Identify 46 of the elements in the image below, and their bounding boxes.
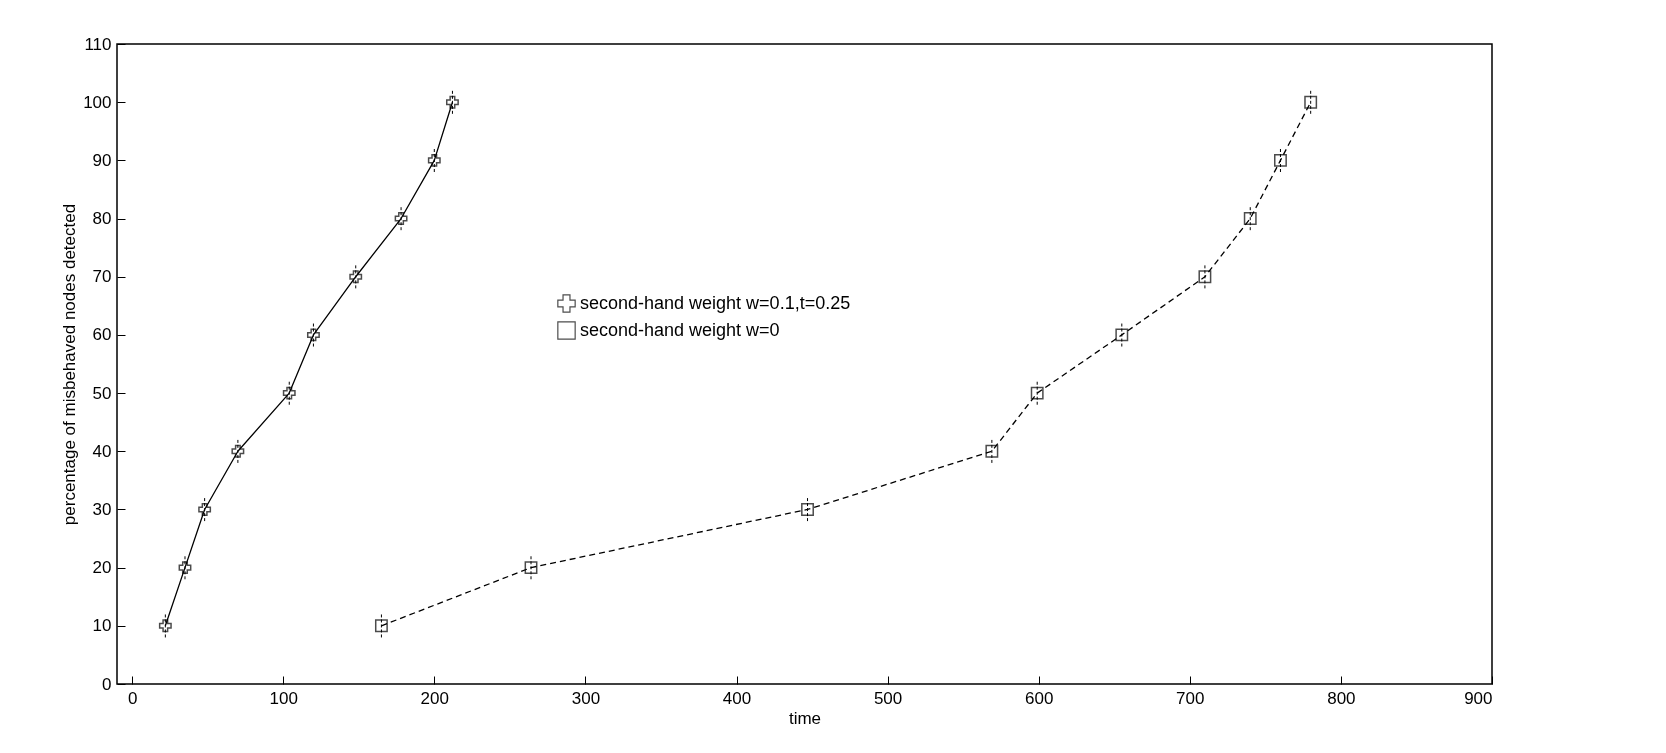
point xyxy=(445,95,459,109)
legend-label: second-hand weight w=0.1,t=0.25 xyxy=(580,292,851,313)
point xyxy=(427,153,441,167)
y-axis-title: percentage of misbehaved nodes detected xyxy=(60,203,80,526)
y-tick-label: 50 xyxy=(92,383,112,403)
point xyxy=(1198,270,1212,284)
point xyxy=(801,503,814,516)
x-tick-label: 200 xyxy=(420,688,449,708)
y-tick-label: 90 xyxy=(92,150,112,170)
x-tick-label: 500 xyxy=(873,688,903,708)
point xyxy=(1115,328,1129,342)
point xyxy=(1304,95,1318,109)
point xyxy=(394,212,408,225)
x-axis-title: time xyxy=(788,708,822,728)
y-tick-label: 10 xyxy=(92,616,112,636)
point xyxy=(524,561,538,575)
x-tick-label: 100 xyxy=(269,688,298,708)
x-tick-label: 700 xyxy=(1176,688,1205,708)
point xyxy=(306,328,320,342)
legend-label: second-hand weight w=0 xyxy=(580,319,780,340)
y-tick-label: 0 xyxy=(102,674,112,694)
y-tick-label: 30 xyxy=(92,499,112,519)
point xyxy=(349,270,363,284)
x-tick-label: 400 xyxy=(722,688,752,708)
point xyxy=(282,386,296,400)
point xyxy=(1274,153,1287,167)
y-tick-label: 40 xyxy=(92,441,112,461)
x-tick-label: 300 xyxy=(571,688,601,708)
point xyxy=(374,619,388,633)
y-tick-label: 80 xyxy=(92,209,112,229)
point xyxy=(178,561,192,575)
point xyxy=(158,619,172,633)
y-tick-label: 70 xyxy=(92,267,112,287)
y-tick-label: 110 xyxy=(84,34,112,54)
point xyxy=(1030,386,1044,400)
y-tick-label: 20 xyxy=(92,558,112,578)
point xyxy=(198,503,212,516)
y-tick-label: 100 xyxy=(83,92,112,112)
x-tick-label: 600 xyxy=(1025,688,1054,708)
x-tick-label: 900 xyxy=(1464,688,1493,708)
x-tick-label: 800 xyxy=(1327,688,1356,708)
y-tick-label: 60 xyxy=(92,325,112,345)
point xyxy=(231,444,245,458)
point xyxy=(985,444,999,458)
point xyxy=(1243,212,1257,225)
x-tick-label: 0 xyxy=(127,688,138,708)
